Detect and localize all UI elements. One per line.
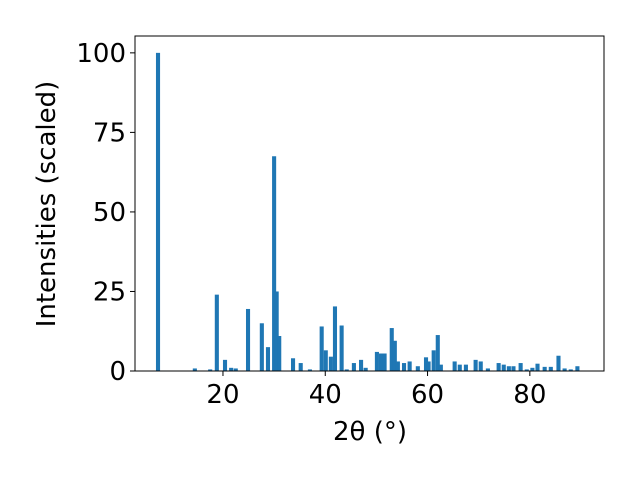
plot-frame	[134, 35, 605, 372]
bar	[277, 336, 282, 371]
bar	[233, 368, 238, 371]
bar	[290, 358, 296, 371]
bar	[415, 366, 420, 371]
bar	[463, 364, 468, 371]
bar	[407, 361, 412, 371]
bar	[229, 367, 234, 371]
bar	[530, 367, 535, 371]
bar	[307, 369, 312, 371]
bar	[389, 328, 394, 371]
bar	[328, 356, 333, 371]
bar	[155, 52, 161, 371]
bar	[339, 325, 344, 371]
bar	[473, 359, 478, 371]
bar	[351, 363, 356, 371]
bar	[506, 366, 511, 371]
bar	[363, 367, 368, 371]
bar	[478, 361, 483, 371]
bar	[395, 361, 400, 371]
y-tick-label: 0	[109, 357, 126, 387]
x-tick-label: 20	[206, 380, 239, 410]
bar	[374, 351, 379, 371]
bar	[392, 340, 397, 371]
bar	[431, 350, 436, 371]
bar	[274, 291, 279, 371]
bar	[298, 363, 303, 371]
y-tick-label: 50	[93, 198, 126, 228]
bar	[568, 369, 573, 371]
bar	[208, 369, 213, 371]
bar	[265, 347, 271, 371]
bar	[496, 363, 501, 371]
bar	[575, 366, 580, 371]
bar	[457, 364, 462, 371]
x-tick-label: 80	[513, 380, 546, 410]
bar	[518, 363, 523, 371]
y-tick-label: 100	[76, 39, 126, 69]
bar	[524, 369, 529, 371]
bar	[511, 366, 516, 371]
bar	[542, 366, 547, 371]
bar	[556, 355, 561, 371]
bar	[382, 353, 387, 371]
bar	[501, 364, 506, 371]
bar	[535, 363, 540, 371]
bar	[259, 323, 264, 371]
bar	[344, 369, 349, 371]
bar	[562, 368, 567, 371]
bar	[401, 363, 407, 371]
x-tick-label: 60	[411, 380, 444, 410]
bar	[245, 308, 251, 371]
bar	[426, 361, 431, 371]
bar	[323, 350, 328, 371]
x-tick-label: 40	[309, 380, 342, 410]
bar	[485, 368, 490, 371]
bar	[319, 326, 324, 371]
x-axis-label: 2θ (°)	[333, 417, 407, 447]
bar	[214, 294, 219, 371]
bar	[332, 306, 338, 371]
y-tick-label: 75	[93, 118, 126, 148]
bar	[272, 156, 277, 371]
bar	[222, 359, 228, 371]
bar	[438, 364, 443, 371]
bar	[423, 357, 429, 371]
bar	[192, 368, 197, 371]
bar	[452, 361, 457, 371]
y-axis-label: Intensities (scaled)	[32, 81, 62, 328]
y-tick-label: 25	[93, 277, 126, 307]
bar	[359, 359, 364, 371]
bar	[435, 335, 440, 371]
bar	[548, 366, 553, 371]
bar	[378, 353, 384, 371]
